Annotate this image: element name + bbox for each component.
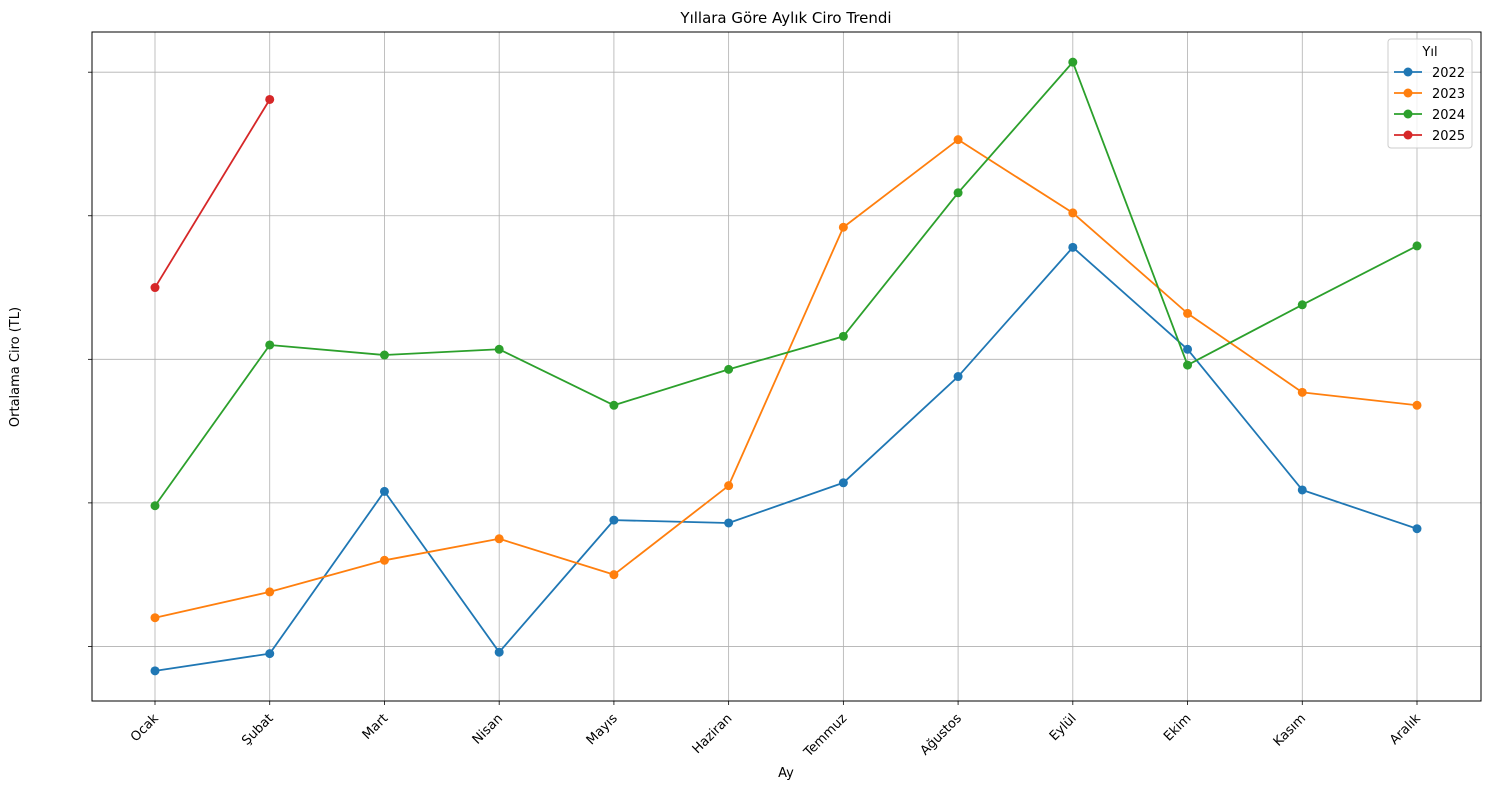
legend-label: 2024 [1432,108,1465,123]
series-line [154,99,271,289]
legend-label: 2025 [1432,129,1465,144]
legend-label: 2022 [1432,66,1465,81]
x-axis-label: Ay [778,766,794,781]
data-point [150,613,160,623]
data-point [609,515,619,525]
legend-items: 2022 2023 2024 2025 [1394,66,1465,144]
x-axis: Ocak Şubat Mart Nisan Mayıs Haziran Temmuz Ağus… [128,701,1424,761]
x-tick-label: Nisan [470,711,506,747]
grid [92,32,1481,701]
data-point [265,649,275,659]
data-point [1412,241,1422,251]
legend-item: 2023 [1394,87,1465,102]
y-axis [88,71,92,647]
chart-title: Yıllara Göre Aylık Ciro Trendi [679,9,891,27]
data-point [379,555,389,565]
data-point [494,534,504,544]
data-point [838,478,848,488]
data-point [494,344,504,354]
data-point [953,372,963,382]
series-2024 [150,57,1422,511]
data-point [1412,400,1422,410]
data-point [724,518,734,528]
series-line [154,61,1418,507]
x-tick-label: Şubat [239,711,276,748]
data-point [724,364,734,374]
data-point [1297,485,1307,495]
data-point [1297,387,1307,397]
legend-item: 2025 [1394,129,1465,144]
data-point [1412,524,1422,534]
series-layer [150,57,1422,676]
x-tick-label: Mayıs [584,711,621,748]
legend-item: 2024 [1394,108,1465,123]
data-point [150,283,160,293]
data-point [1183,308,1193,318]
series-2025 [150,94,275,293]
legend-marker [1403,130,1413,140]
data-point [150,501,160,511]
data-point [1297,300,1307,310]
x-tick-label: Ekim [1161,711,1194,744]
series-line [154,138,1418,619]
series-2023 [150,135,1422,623]
y-axis-label: Ortalama Ciro (TL) [8,307,23,427]
series-line [154,246,1418,672]
data-point [953,135,963,145]
data-point [379,486,389,496]
data-point [1183,360,1193,370]
legend-marker [1403,88,1413,98]
legend-marker [1403,67,1413,77]
data-point [265,587,275,597]
x-tick-label: Mart [360,711,392,743]
x-tick-label: Eylül [1047,711,1080,744]
data-point [1183,344,1193,354]
x-tick-label: Temmuz [801,711,851,761]
data-point [953,188,963,198]
data-point [494,647,504,657]
data-point [838,222,848,232]
data-point [609,570,619,580]
data-point [1068,57,1078,67]
data-point [265,340,275,350]
legend-item: 2022 [1394,66,1465,81]
legend-marker [1403,109,1413,119]
data-point [265,94,275,104]
x-tick-label: Ağustos [918,711,966,759]
data-point [1068,242,1078,252]
data-point [609,400,619,410]
x-tick-label: Kasım [1271,711,1309,749]
data-point [150,666,160,676]
plot-frame [91,31,1482,702]
legend-box [1387,38,1473,149]
x-tick-label: Haziran [690,711,736,757]
data-point [724,481,734,491]
data-point [1068,208,1078,218]
legend-title: Yıl [1421,45,1437,60]
x-tick-label: Ocak [128,711,162,745]
legend-label: 2023 [1432,87,1465,102]
data-point [838,331,848,341]
series-2022 [150,242,1422,676]
data-point [379,350,389,360]
legend: Yıl 2022 2023 2024 2025 [1387,38,1473,149]
x-tick-label: Aralık [1387,711,1424,748]
